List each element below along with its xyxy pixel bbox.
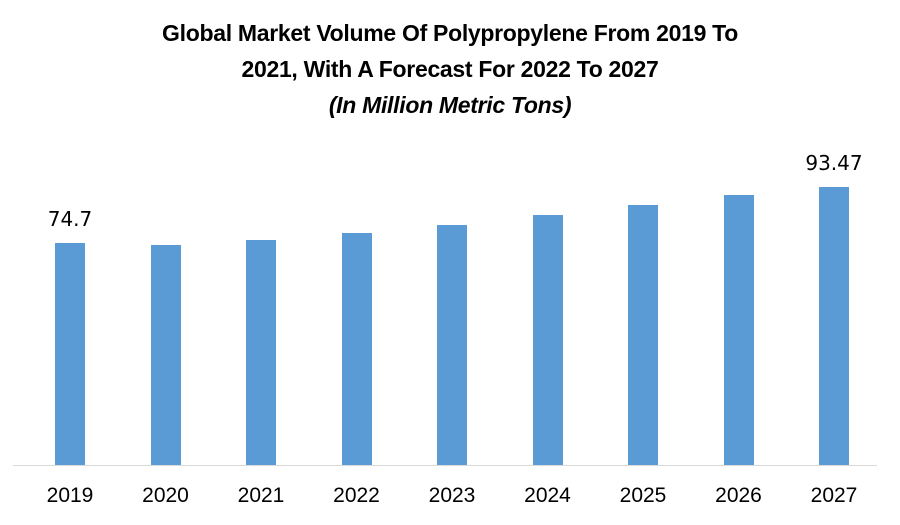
bar-2022 — [341, 233, 372, 465]
bar-2021 — [246, 240, 276, 465]
chart-title-line-1: Global Market Volume Of Polypropylene Fr… — [162, 20, 738, 46]
bar-2019 — [55, 242, 85, 465]
x-tick-2023: 2023 — [428, 484, 476, 507]
bar-2027 — [819, 187, 849, 465]
x-tick-2027: 2027 — [810, 484, 858, 507]
x-tick-2026: 2026 — [715, 484, 762, 507]
data-label-2027: 93.47 — [805, 151, 863, 175]
x-tick-2020: 2020 — [142, 484, 189, 507]
data-label-2019: 74.7 — [47, 206, 93, 231]
bar-2020 — [150, 244, 181, 465]
x-tick-2019: 2019 — [46, 484, 94, 507]
chart-title-line-2: 2021, With A Forecast For 2022 To 2027 — [241, 56, 659, 82]
bar-2026 — [723, 194, 754, 465]
x-tick-2021: 2021 — [237, 484, 285, 507]
chart-subtitle: (In Million Metric Tons) — [328, 92, 572, 118]
x-tick-2024: 2024 — [524, 484, 571, 507]
bar-2025 — [628, 205, 658, 465]
bar-2023 — [437, 224, 467, 465]
x-tick-2025: 2025 — [619, 484, 667, 507]
bar-2024 — [532, 215, 563, 465]
x-axis-line — [13, 465, 877, 466]
x-tick-2022: 2022 — [333, 484, 380, 507]
